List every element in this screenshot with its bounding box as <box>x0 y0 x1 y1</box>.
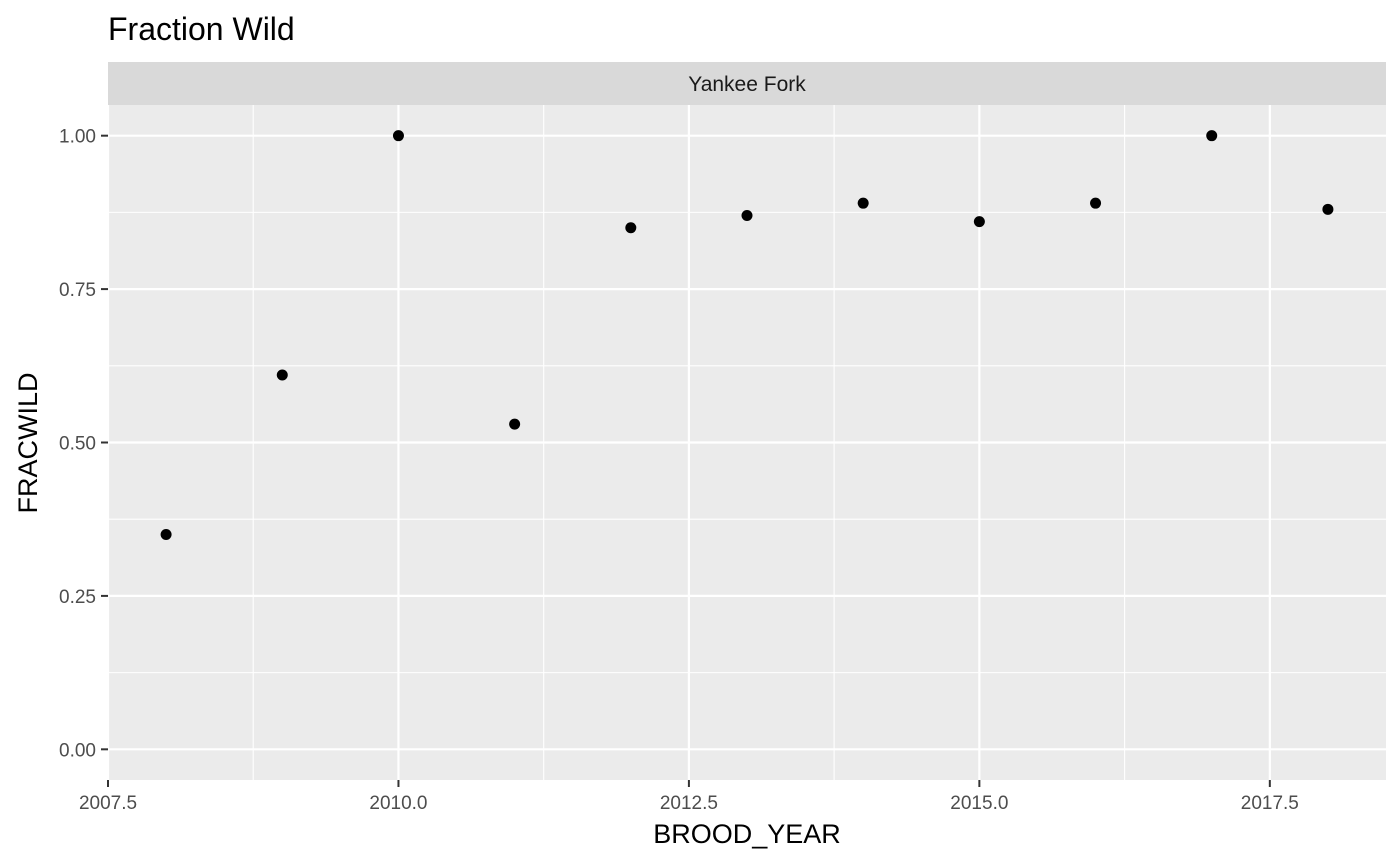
data-point <box>276 369 288 381</box>
data-point <box>160 529 172 541</box>
x-tick-label: 2010.0 <box>369 793 427 814</box>
x-tick-label: 2015.0 <box>950 793 1008 814</box>
data-point <box>1322 203 1334 215</box>
y-axis: 0.00 0.25 0.50 0.75 1.00 <box>59 127 108 761</box>
data-point <box>625 222 637 234</box>
data-point <box>857 197 869 209</box>
facet-label: Yankee Fork <box>688 73 806 96</box>
y-tick-label: 0.00 <box>59 740 96 761</box>
data-point <box>1206 130 1218 142</box>
x-tick-label: 2007.5 <box>79 793 137 814</box>
x-tick-label: 2012.5 <box>660 793 718 814</box>
data-point <box>741 209 753 221</box>
y-axis-title: FRACWILD <box>13 373 43 514</box>
data-points <box>160 130 1334 541</box>
x-axis: 2007.5 2010.0 2012.5 2015.0 2017.5 <box>79 780 1299 814</box>
data-point <box>392 130 404 142</box>
chart-title: Fraction Wild <box>108 11 295 47</box>
data-point <box>509 418 521 430</box>
y-tick-label: 0.50 <box>59 434 96 455</box>
y-tick-label: 0.75 <box>59 280 96 301</box>
y-tick-label: 1.00 <box>59 127 96 148</box>
x-tick-label: 2017.5 <box>1241 793 1299 814</box>
data-point <box>973 216 985 228</box>
facet-strip <box>108 62 1386 105</box>
data-point <box>1090 197 1102 209</box>
major-gridlines <box>106 105 1386 780</box>
x-axis-title: BROOD_YEAR <box>653 819 841 849</box>
y-tick-label: 0.25 <box>59 587 96 608</box>
